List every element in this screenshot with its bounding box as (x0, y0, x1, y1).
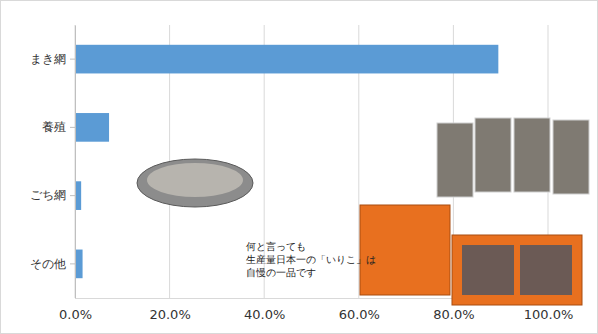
grid (75, 25, 548, 298)
y-tick-label: まき網 (30, 52, 66, 66)
package (514, 118, 550, 192)
y-axis-line (75, 26, 76, 299)
bar (75, 113, 109, 142)
y-tick-mark (70, 195, 75, 196)
bowl (137, 159, 253, 207)
x-tick-label: 20.0% (149, 307, 190, 322)
package (475, 118, 511, 192)
y-tick-mark (70, 59, 75, 60)
gift-box-pack (462, 245, 514, 295)
bar (75, 45, 498, 74)
x-tick-label: 100.0% (524, 307, 574, 322)
annotation-line: 生産量日本一の「いりこ」は (246, 254, 376, 265)
x-tick: 0.0% (59, 298, 92, 322)
y-tick-mark (70, 127, 75, 128)
package (437, 123, 473, 197)
x-tick-label: 0.0% (59, 307, 92, 322)
y-tick-label: 養殖 (42, 120, 66, 134)
y-tick: 養殖 (42, 120, 75, 134)
y-tick: その他 (30, 257, 75, 271)
package (553, 120, 589, 194)
annotation: 何と言っても生産量日本一の「いりこ」は自慢の一品です (246, 241, 376, 278)
annotation-line: 自慢の一品です (246, 267, 316, 278)
x-tick-label: 80.0% (433, 307, 474, 322)
y-tick-label: ごち網 (30, 188, 66, 202)
gift-box (452, 235, 582, 305)
y-axis: まき網養殖ごち網その他 (30, 26, 76, 299)
y-tick-label: その他 (30, 257, 66, 271)
gift-box-lid (360, 205, 450, 295)
x-tick: 20.0% (149, 298, 190, 322)
y-tick: まき網 (30, 52, 75, 66)
x-tick: 60.0% (339, 298, 380, 322)
x-tick-label: 60.0% (339, 307, 380, 322)
y-tick: ごち網 (30, 188, 75, 202)
x-tick: 40.0% (244, 298, 285, 322)
chart: 0.0% 20.0% 40.0% 60.0% 80.0% 100.0% まき網養殖ごち網その… (0, 0, 598, 334)
bowl-fish (147, 163, 243, 197)
grid-line (75, 25, 76, 298)
product-photo (137, 118, 589, 305)
plot: 0.0% 20.0% 40.0% 60.0% 80.0% 100.0% まき網養殖ごち網その… (30, 25, 573, 322)
annotation-line: 何と言っても (246, 241, 306, 252)
chart-frame (1, 1, 598, 334)
y-tick-mark (70, 263, 75, 264)
x-tick-label: 40.0% (244, 307, 285, 322)
gift-box-pack (520, 245, 572, 295)
bar (75, 250, 83, 279)
